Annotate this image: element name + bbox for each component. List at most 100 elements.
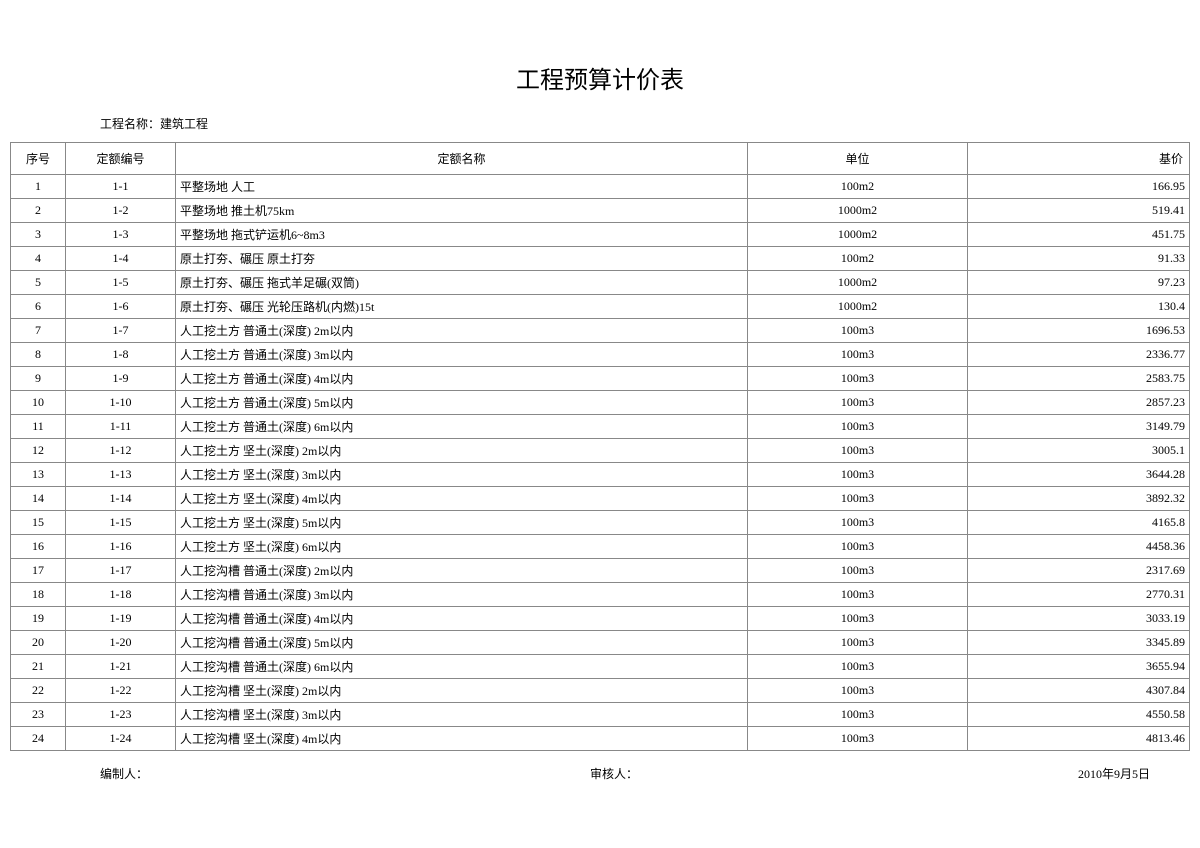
cell-code: 1-10 [66,391,176,415]
cell-code: 1-5 [66,271,176,295]
budget-table: 序号 定额编号 定额名称 单位 基价 11-1平整场地 人工100m2166.9… [10,142,1190,751]
cell-seq: 16 [11,535,66,559]
cell-seq: 14 [11,487,66,511]
cell-price: 3149.79 [968,415,1190,439]
cell-price: 2317.69 [968,559,1190,583]
table-row: 31-3平整场地 拖式铲运机6~8m31000m2451.75 [11,223,1190,247]
cell-name: 人工挖沟槽 坚土(深度) 3m以内 [176,703,748,727]
cell-seq: 9 [11,367,66,391]
table-row: 141-14人工挖土方 坚土(深度) 4m以内100m33892.32 [11,487,1190,511]
table-row: 121-12人工挖土方 坚土(深度) 2m以内100m33005.1 [11,439,1190,463]
cell-price: 4813.46 [968,727,1190,751]
cell-code: 1-24 [66,727,176,751]
table-row: 111-11人工挖土方 普通土(深度) 6m以内100m33149.79 [11,415,1190,439]
cell-unit: 100m3 [748,607,968,631]
cell-price: 3892.32 [968,487,1190,511]
cell-unit: 100m3 [748,511,968,535]
cell-unit: 100m3 [748,487,968,511]
cell-code: 1-13 [66,463,176,487]
cell-name: 人工挖土方 坚土(深度) 6m以内 [176,535,748,559]
project-name-label: 工程名称：建筑工程 [100,115,1190,132]
header-seq: 序号 [11,143,66,175]
cell-name: 原土打夯、碾压 原土打夯 [176,247,748,271]
cell-code: 1-3 [66,223,176,247]
cell-name: 人工挖土方 坚土(深度) 4m以内 [176,487,748,511]
table-row: 71-7人工挖土方 普通土(深度) 2m以内100m31696.53 [11,319,1190,343]
table-row: 81-8人工挖土方 普通土(深度) 3m以内100m32336.77 [11,343,1190,367]
cell-price: 2770.31 [968,583,1190,607]
cell-seq: 23 [11,703,66,727]
cell-seq: 2 [11,199,66,223]
table-row: 61-6原土打夯、碾压 光轮压路机(内燃)15t1000m2130.4 [11,295,1190,319]
reviewed-by-label: 审核人： [590,765,638,782]
cell-seq: 19 [11,607,66,631]
cell-code: 1-16 [66,535,176,559]
cell-unit: 100m3 [748,679,968,703]
cell-price: 91.33 [968,247,1190,271]
cell-seq: 3 [11,223,66,247]
cell-code: 1-22 [66,679,176,703]
cell-name: 人工挖沟槽 普通土(深度) 4m以内 [176,607,748,631]
cell-price: 4550.58 [968,703,1190,727]
cell-name: 人工挖土方 普通土(深度) 3m以内 [176,343,748,367]
cell-unit: 100m3 [748,343,968,367]
cell-code: 1-6 [66,295,176,319]
cell-code: 1-12 [66,439,176,463]
table-row: 21-2平整场地 推土机75km1000m2519.41 [11,199,1190,223]
cell-seq: 8 [11,343,66,367]
cell-name: 人工挖土方 普通土(深度) 4m以内 [176,367,748,391]
cell-unit: 1000m2 [748,223,968,247]
cell-name: 平整场地 推土机75km [176,199,748,223]
cell-unit: 100m3 [748,367,968,391]
cell-code: 1-1 [66,175,176,199]
cell-name: 人工挖沟槽 坚土(深度) 2m以内 [176,679,748,703]
cell-code: 1-15 [66,511,176,535]
cell-name: 人工挖土方 普通土(深度) 2m以内 [176,319,748,343]
cell-price: 3655.94 [968,655,1190,679]
cell-seq: 7 [11,319,66,343]
cell-price: 97.23 [968,271,1190,295]
cell-name: 人工挖土方 坚土(深度) 5m以内 [176,511,748,535]
cell-seq: 20 [11,631,66,655]
cell-price: 4458.36 [968,535,1190,559]
cell-unit: 1000m2 [748,295,968,319]
cell-price: 130.4 [968,295,1190,319]
prepared-by-label: 编制人： [100,765,148,782]
table-body: 11-1平整场地 人工100m2166.9521-2平整场地 推土机75km10… [11,175,1190,751]
cell-unit: 100m3 [748,727,968,751]
table-row: 181-18人工挖沟槽 普通土(深度) 3m以内100m32770.31 [11,583,1190,607]
cell-unit: 100m3 [748,439,968,463]
cell-seq: 15 [11,511,66,535]
table-row: 161-16人工挖土方 坚土(深度) 6m以内100m34458.36 [11,535,1190,559]
cell-code: 1-14 [66,487,176,511]
table-row: 191-19人工挖沟槽 普通土(深度) 4m以内100m33033.19 [11,607,1190,631]
cell-code: 1-23 [66,703,176,727]
cell-unit: 100m2 [748,247,968,271]
cell-unit: 100m2 [748,175,968,199]
cell-unit: 100m3 [748,631,968,655]
cell-price: 166.95 [968,175,1190,199]
cell-code: 1-21 [66,655,176,679]
table-row: 231-23人工挖沟槽 坚土(深度) 3m以内100m34550.58 [11,703,1190,727]
cell-seq: 4 [11,247,66,271]
cell-price: 3644.28 [968,463,1190,487]
cell-unit: 100m3 [748,559,968,583]
table-row: 11-1平整场地 人工100m2166.95 [11,175,1190,199]
cell-price: 3033.19 [968,607,1190,631]
cell-name: 人工挖土方 坚土(深度) 3m以内 [176,463,748,487]
cell-seq: 21 [11,655,66,679]
table-row: 241-24人工挖沟槽 坚土(深度) 4m以内100m34813.46 [11,727,1190,751]
cell-price: 4307.84 [968,679,1190,703]
table-row: 91-9人工挖土方 普通土(深度) 4m以内100m32583.75 [11,367,1190,391]
cell-unit: 100m3 [748,583,968,607]
cell-name: 人工挖沟槽 普通土(深度) 6m以内 [176,655,748,679]
cell-price: 3005.1 [968,439,1190,463]
cell-name: 平整场地 人工 [176,175,748,199]
cell-unit: 100m3 [748,391,968,415]
cell-name: 平整场地 拖式铲运机6~8m3 [176,223,748,247]
cell-unit: 100m3 [748,535,968,559]
date-label: 2010年9月5日 [1078,765,1150,782]
table-row: 211-21人工挖沟槽 普通土(深度) 6m以内100m33655.94 [11,655,1190,679]
cell-price: 4165.8 [968,511,1190,535]
cell-unit: 100m3 [748,463,968,487]
